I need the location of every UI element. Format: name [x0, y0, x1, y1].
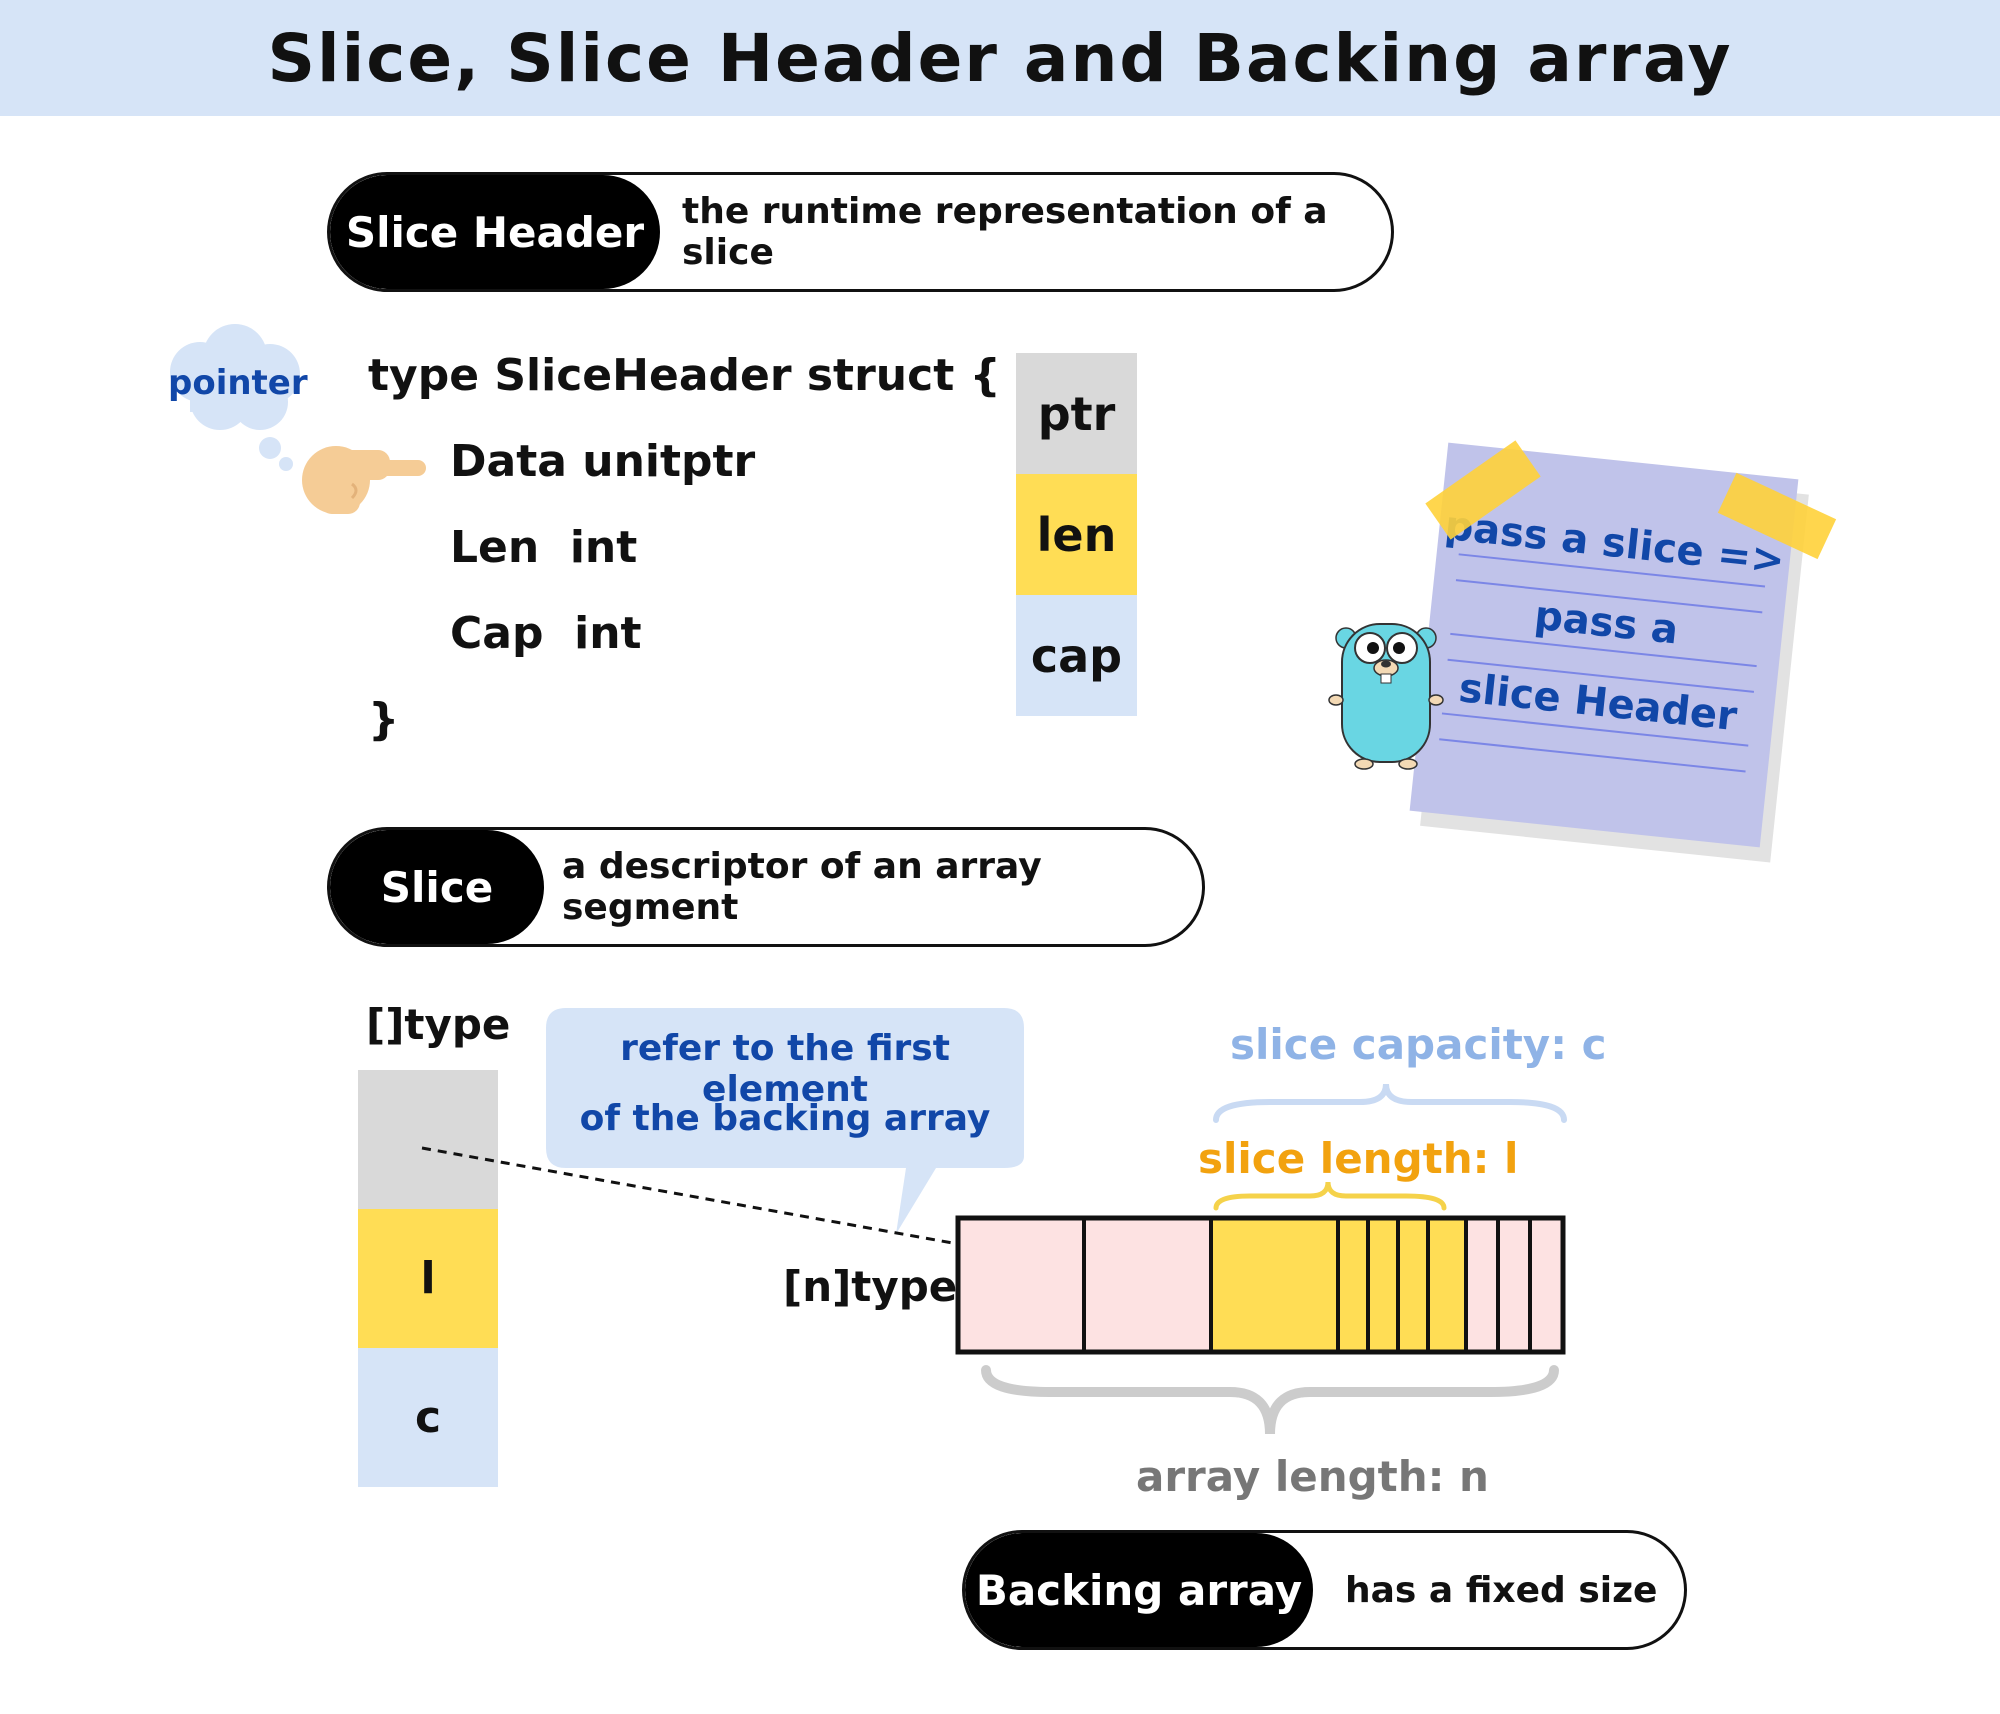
code-line-len-field: Len int: [450, 522, 638, 573]
slice-pill: Slice a descriptor of an array segment: [327, 827, 1205, 947]
callout-bubble: [546, 1008, 1024, 1234]
slice-cells: l c: [358, 1070, 498, 1487]
code-line-struct-close: }: [368, 694, 400, 745]
slice-cell-len: l: [358, 1209, 498, 1348]
slice-header-pill: Slice Header the runtime representation …: [327, 172, 1394, 292]
backing-array-pill: Backing array has a fixed size: [962, 1530, 1687, 1650]
title-band: [0, 0, 2000, 116]
array-type-label: [n]type: [783, 1262, 958, 1311]
array-length-label: array length: n: [1136, 1452, 1489, 1501]
page-title: Slice, Slice Header and Backing array: [267, 19, 1733, 97]
slice-type-label: []type: [366, 1000, 511, 1049]
array-length-brace: [981, 1365, 1559, 1435]
capacity-label: slice capacity: c: [1230, 1020, 1607, 1069]
pointer-label: pointer: [168, 363, 308, 403]
pointer-thought-bubble: [170, 324, 300, 471]
sticky-note: pass a slice => pass a slice Header: [1409, 442, 1809, 863]
header-cell-ptr: ptr: [1016, 353, 1137, 474]
slice-header-pill-label: Slice Header: [330, 175, 660, 289]
code-line-data-field: Data unitptr: [450, 436, 756, 487]
header-cell-cap: cap: [1016, 595, 1137, 716]
header-cell-len: len: [1016, 474, 1137, 595]
code-line-cap-field: Cap int: [450, 608, 642, 659]
callout-line-2: of the backing array: [579, 1098, 991, 1139]
slice-cell-ptr: [358, 1070, 498, 1209]
sticky-note-lines: [1439, 553, 1766, 773]
gopher-icon: [1328, 623, 1444, 770]
backing-array-pill-description: has a fixed size: [1345, 1569, 1658, 1611]
callout-line-1: refer to the first element: [620, 1028, 950, 1110]
backing-array: [955, 1215, 1566, 1355]
slice-header-pill-description: the runtime representation of a slice: [682, 191, 1328, 273]
header-cells: ptr len cap: [1016, 353, 1137, 716]
capacity-brace: [1213, 1083, 1567, 1123]
length-label: slice length: l: [1198, 1134, 1519, 1183]
pointing-hand-icon: [302, 446, 426, 514]
slice-cell-cap: c: [358, 1348, 498, 1487]
slice-pill-label: Slice: [330, 830, 544, 944]
backing-array-pill-label: Backing array: [965, 1533, 1313, 1647]
code-line-struct-open: type SliceHeader struct {: [368, 350, 1001, 401]
length-brace: [1213, 1181, 1447, 1211]
slice-pill-description: a descriptor of an array segment: [562, 846, 1042, 928]
